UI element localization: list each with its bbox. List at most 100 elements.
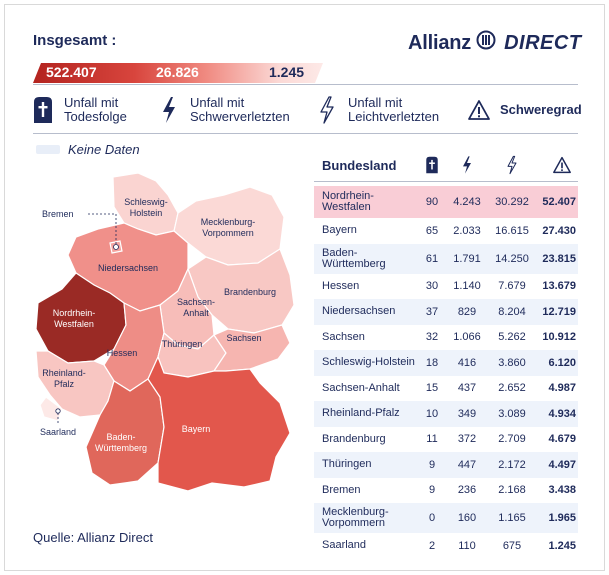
cell-light: 2.168 <box>498 484 526 497</box>
cell-severe: 2.033 <box>453 224 481 237</box>
bremen-marker <box>113 244 119 250</box>
table-row: Thüringen 9 447 2.172 4.497 <box>314 452 578 478</box>
cell-bundesland: Saarland <box>314 540 418 551</box>
cell-fatal: 30 <box>425 280 439 293</box>
cell-light: 2.709 <box>498 433 526 446</box>
label-sachsen-anhalt-1: Sachsen- <box>177 297 215 307</box>
cell-severity: 52.407 <box>542 196 576 208</box>
table-row: Nordrhein- Westfalen 90 4.243 30.292 52.407 <box>314 186 578 218</box>
divider <box>33 133 578 134</box>
lightning-outline-icon <box>488 155 536 175</box>
legend-severe-line2: Schwerverletzten <box>190 109 290 124</box>
cell-bundesland: Rheinland-Pfalz <box>314 408 418 419</box>
cell-fatal: 32 <box>425 331 439 344</box>
cell-bundesland: Schleswig-Holstein <box>314 357 418 368</box>
cell-light: 16.615 <box>495 224 529 237</box>
label-bw-2: Württemberg <box>95 443 147 453</box>
state-saarland <box>39 396 63 422</box>
legend-severe: Unfall mit Schwerverletzten <box>156 95 290 125</box>
label-niedersachsen: Niedersachsen <box>98 263 158 273</box>
label-rlp-1: Rheinland- <box>42 368 86 378</box>
label-schleswig-holstein-2: Holstein <box>130 208 163 218</box>
cell-bundesland-line1: Thüringen <box>322 458 372 471</box>
lightning-filled-icon <box>446 155 488 175</box>
cell-bundesland: Baden- Württemberg <box>314 247 418 270</box>
cell-fatal: 15 <box>425 382 439 395</box>
cell-severity: 27.430 <box>542 224 576 237</box>
cell-severity: 1.245 <box>548 539 576 552</box>
totals-bar-gradient <box>33 63 323 83</box>
cell-severe: 372 <box>457 433 477 446</box>
table-row: Sachsen 32 1.066 5.262 10.912 <box>314 325 578 351</box>
legend-fatal-label: Unfall mit Todesfolge <box>64 96 127 124</box>
table-row: Hessen 30 1.140 7.679 13.679 <box>314 274 578 300</box>
cell-bundesland-line1: Saarland <box>322 539 367 552</box>
cross-icon <box>30 95 56 125</box>
cell-fatal: 18 <box>425 356 439 369</box>
cell-light: 14.250 <box>495 252 529 265</box>
cell-bundesland: Nordrhein- Westfalen <box>314 191 418 213</box>
cell-light: 2.172 <box>498 458 526 471</box>
cell-severity: 1.965 <box>548 512 576 524</box>
label-nrw-2: Westfalen <box>54 319 94 329</box>
cell-severity: 23.815 <box>542 252 576 265</box>
cell-severe: 349 <box>457 407 477 420</box>
cell-light: 8.204 <box>498 305 526 318</box>
legend-light-label: Unfall mit Leichtverletzten <box>348 96 439 124</box>
page-title: Insgesamt : <box>33 32 117 49</box>
source-note: Quelle: Allianz Direct <box>33 530 153 545</box>
cell-bundesland-line1: Brandenburg <box>322 432 386 445</box>
cell-bundesland-line1: Rheinland-Pfalz <box>322 407 400 420</box>
logo-brand: Allianz <box>408 31 472 54</box>
total-fatal: 522.407 <box>46 64 97 80</box>
table-row: Sachsen-Anhalt 15 437 2.652 4.987 <box>314 376 578 402</box>
legend-light: Unfall mit Leichtverletzten <box>314 95 439 125</box>
state-sachsen <box>212 324 291 372</box>
cell-light: 1.165 <box>498 512 526 524</box>
cell-fatal: 0 <box>428 512 436 524</box>
table-row: Schleswig-Holstein 18 416 3.860 6.120 <box>314 350 578 376</box>
label-sachsen-anhalt-2: Anhalt <box>183 308 209 318</box>
legend-severity-label: Schweregrad <box>500 102 582 117</box>
cell-bundesland: Sachsen-Anhalt <box>314 382 418 394</box>
data-table: Bundesland Nordrhein- Westfa <box>314 146 578 559</box>
cell-severe: 829 <box>457 305 477 318</box>
cell-bundesland: Bayern <box>314 225 418 236</box>
total-light: 1.245 <box>269 64 305 80</box>
label-thueringen: Thüringen <box>162 339 203 349</box>
no-data-label: Keine Daten <box>68 142 140 157</box>
cell-severity: 6.120 <box>548 356 576 369</box>
lightning-outline-icon <box>314 95 340 125</box>
cell-bundesland: Thüringen <box>314 459 418 470</box>
cell-fatal: 90 <box>425 196 439 208</box>
allianz-direct-logo: Allianz DIRECT <box>408 30 582 56</box>
cell-fatal: 65 <box>425 224 439 237</box>
cell-severity: 4.987 <box>548 382 576 395</box>
legend-no-data: Keine Daten <box>36 142 140 157</box>
cell-bundesland: Hessen <box>314 280 418 292</box>
cell-bundesland-line1: Nordrhein- <box>322 190 374 202</box>
label-saarland: Saarland <box>40 427 76 437</box>
legend-severe-line1: Unfall mit <box>190 95 245 110</box>
legend-fatal: Unfall mit Todesfolge <box>30 95 127 125</box>
cell-severe: 416 <box>457 356 477 369</box>
cell-bundesland-line2: Westfalen <box>322 201 371 213</box>
cell-fatal: 9 <box>428 484 436 497</box>
label-hessen: Hessen <box>107 348 138 358</box>
cell-severe: 4.243 <box>453 196 481 208</box>
label-brandenburg: Brandenburg <box>224 287 276 297</box>
table-row: Brandenburg 11 372 2.709 4.679 <box>314 427 578 453</box>
legend-fatal-line2: Todesfolge <box>64 109 127 124</box>
th-bundesland: Bundesland <box>322 157 397 173</box>
cell-light: 5.262 <box>498 331 526 344</box>
cell-fatal: 61 <box>425 252 439 265</box>
cell-severity: 4.497 <box>548 458 576 471</box>
legend-severity: Schweregrad <box>466 95 582 125</box>
divider <box>314 181 578 182</box>
cell-severity: 12.719 <box>542 305 576 318</box>
cell-fatal: 2 <box>428 539 436 552</box>
cell-bundesland-line1: Sachsen <box>322 330 365 343</box>
table-body: Nordrhein- Westfalen 90 4.243 30.292 52.407 Ba… <box>314 186 578 559</box>
cell-fatal: 10 <box>425 407 439 420</box>
cell-severity: 13.679 <box>542 280 576 293</box>
